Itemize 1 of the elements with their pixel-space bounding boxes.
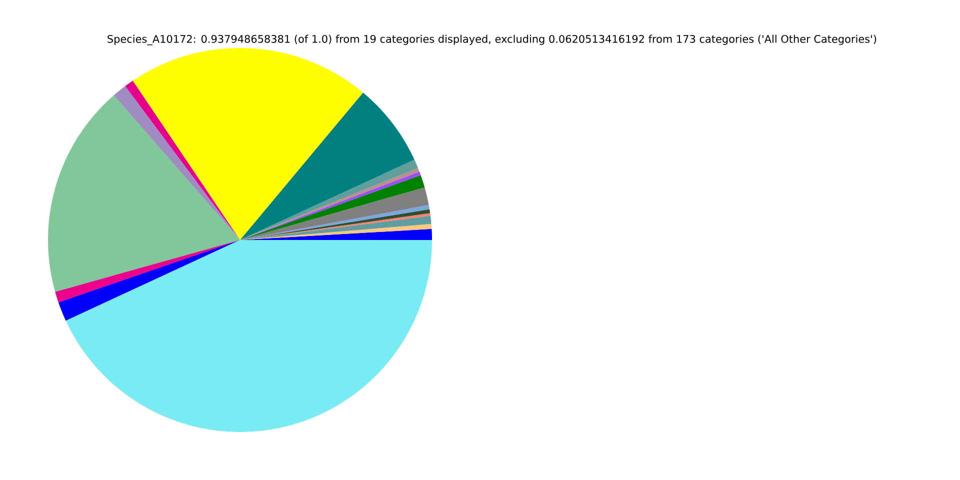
text: Species_A10172: 0.937948658381 (of 1.0) from 19 categories displayed, excluding 0.0620513416192 from 173 categories ('All Other Categories') <box>108 34 876 46</box>
